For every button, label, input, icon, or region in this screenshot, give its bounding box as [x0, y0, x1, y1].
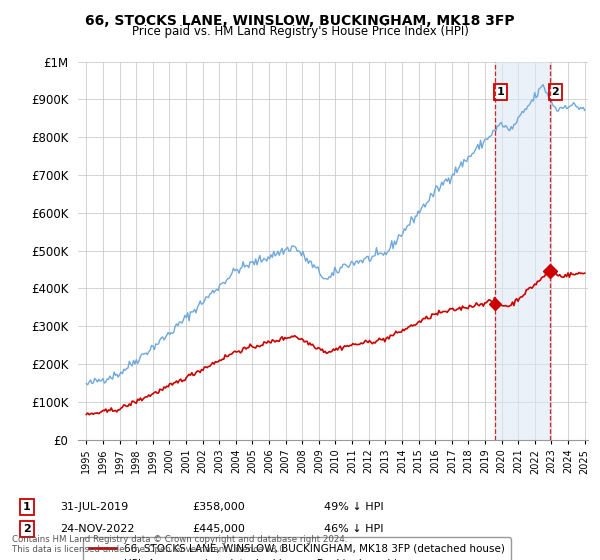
Bar: [494, 62, 550, 440]
Text: 66, STOCKS LANE, WINSLOW, BUCKINGHAM, MK18 3FP: 66, STOCKS LANE, WINSLOW, BUCKINGHAM, MK…: [85, 14, 515, 28]
Text: 1: 1: [23, 502, 31, 512]
Text: £358,000: £358,000: [192, 502, 245, 512]
Text: 24-NOV-2022: 24-NOV-2022: [60, 524, 134, 534]
Text: £445,000: £445,000: [192, 524, 245, 534]
Legend: 66, STOCKS LANE, WINSLOW, BUCKINGHAM, MK18 3FP (detached house), HPI: Average pr: 66, STOCKS LANE, WINSLOW, BUCKINGHAM, MK…: [83, 538, 511, 560]
Text: Price paid vs. HM Land Registry's House Price Index (HPI): Price paid vs. HM Land Registry's House …: [131, 25, 469, 38]
Text: 2: 2: [551, 87, 559, 97]
Text: 2: 2: [23, 524, 31, 534]
Text: 46% ↓ HPI: 46% ↓ HPI: [324, 524, 383, 534]
Text: 49% ↓ HPI: 49% ↓ HPI: [324, 502, 383, 512]
Text: 1: 1: [496, 87, 504, 97]
Text: 31-JUL-2019: 31-JUL-2019: [60, 502, 128, 512]
Text: Contains HM Land Registry data © Crown copyright and database right 2024.
This d: Contains HM Land Registry data © Crown c…: [12, 535, 347, 554]
